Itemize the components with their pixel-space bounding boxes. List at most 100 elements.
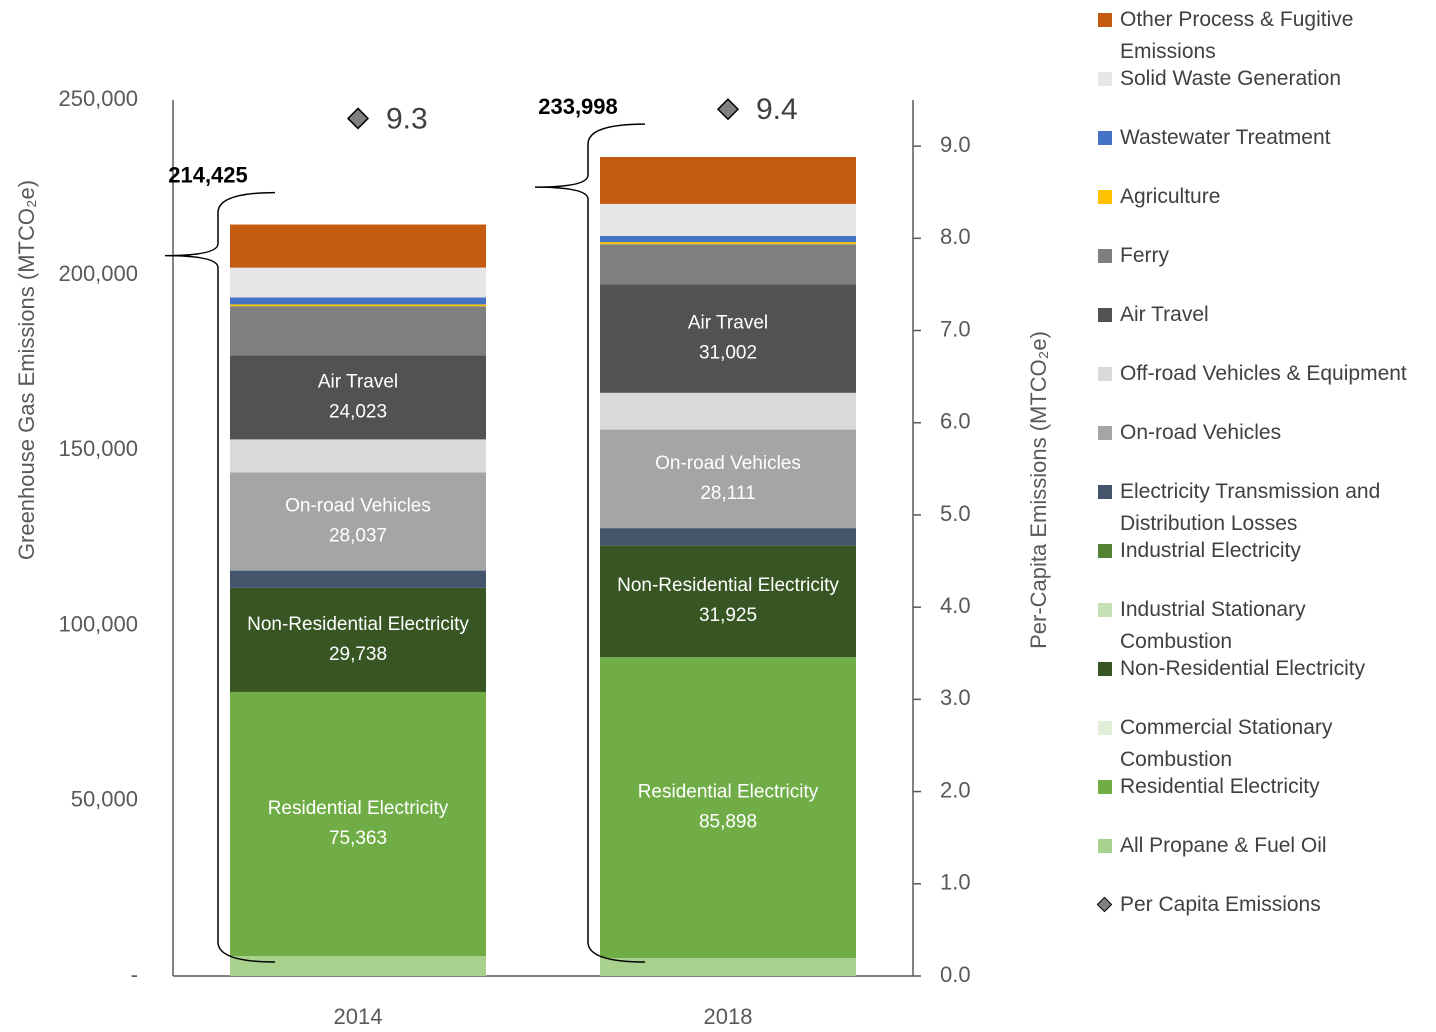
- segment-name: On-road Vehicles: [655, 453, 801, 474]
- total-brace: [164, 191, 276, 963]
- legend-item: All Propane & Fuel Oil: [1096, 830, 1426, 862]
- legend-label: Ferry: [1120, 244, 1169, 267]
- bar-segment: [230, 691, 486, 957]
- legend-swatch: [1098, 839, 1112, 853]
- y2-tick-label: 2.0: [940, 777, 971, 802]
- legend-swatch: [1096, 896, 1113, 913]
- bar-segment: [230, 587, 486, 692]
- bar-segment: [600, 156, 856, 204]
- legend-label: Air Travel: [1120, 303, 1209, 326]
- bar-segment: [600, 429, 856, 529]
- per-capita-marker: [346, 107, 370, 130]
- bar-segment: [230, 355, 486, 440]
- total-label: 214,425: [168, 162, 248, 187]
- y2-tick-label: 9.0: [940, 132, 971, 157]
- legend-swatch: [1098, 131, 1112, 145]
- segment-name: On-road Vehicles: [285, 495, 431, 516]
- y2-tick-label: 8.0: [940, 224, 971, 249]
- bar-segment: [230, 956, 486, 976]
- legend-label: Wastewater Treatment: [1120, 126, 1331, 149]
- per-capita-label: 9.3: [386, 102, 428, 135]
- legend-item: Other Process & Fugitive Emissions: [1096, 4, 1426, 68]
- per-capita-label: 9.4: [756, 93, 798, 126]
- y-tick-label: 150,000: [58, 436, 138, 461]
- segment-value: 28,037: [329, 525, 387, 546]
- legend-label: Electricity Transmission and Distributio…: [1120, 480, 1381, 535]
- segment-value: 31,925: [699, 605, 757, 626]
- segment-name: Residential Electricity: [638, 782, 819, 803]
- bar-segment: [600, 284, 856, 393]
- bar-segment: [600, 235, 856, 243]
- legend-label: On-road Vehicles: [1120, 421, 1282, 444]
- legend-label: Commercial Stationary Combustion: [1120, 716, 1333, 771]
- bar-segment: [230, 472, 486, 571]
- legend-item: Ferry: [1096, 240, 1426, 272]
- y-tick-label: 100,000: [58, 611, 138, 636]
- bar-segment: [230, 570, 486, 588]
- bar-segment: [230, 224, 486, 268]
- legend-swatch: [1098, 721, 1112, 735]
- legend-item: Non-Residential Electricity: [1096, 653, 1426, 685]
- segment-name: Non-Residential Electricity: [617, 575, 839, 596]
- segment-value: 85,898: [699, 812, 757, 833]
- segment-name: Non-Residential Electricity: [247, 614, 469, 635]
- legend-label: Per Capita Emissions: [1120, 893, 1321, 916]
- legend-swatch: [1098, 603, 1112, 617]
- legend-label: Solid Waste Generation: [1120, 67, 1342, 90]
- legend-swatch: [1098, 249, 1112, 263]
- legend-swatch: [1098, 662, 1112, 676]
- segment-value: 75,363: [329, 828, 387, 849]
- legend-swatch: [1098, 72, 1112, 86]
- y2-axis-title: Per-Capita Emissions (MTCO₂e): [1026, 331, 1051, 649]
- x-tick-label: 2014: [334, 1004, 383, 1029]
- legend-swatch: [1098, 426, 1112, 440]
- y-tick-label: 200,000: [58, 261, 138, 286]
- bar-segment: [230, 306, 486, 356]
- legend-label: Agriculture: [1120, 185, 1221, 208]
- legend-swatch: [1098, 367, 1112, 381]
- bar-segment: [230, 304, 486, 307]
- legend-label: Industrial Electricity: [1120, 539, 1301, 562]
- legend-item: Commercial Stationary Combustion: [1096, 712, 1426, 776]
- legend-swatch: [1098, 485, 1112, 499]
- bar-segment: [600, 392, 856, 430]
- y2-tick-label: 6.0: [940, 409, 971, 434]
- legend-item: Industrial Stationary Combustion: [1096, 594, 1426, 658]
- legend-item: Solid Waste Generation: [1096, 63, 1426, 95]
- segment-value: 28,111: [700, 483, 755, 504]
- legend-item: Industrial Electricity: [1096, 535, 1426, 567]
- total-label: 233,998: [538, 94, 618, 119]
- per-capita-marker: [716, 98, 740, 121]
- legend-item: On-road Vehicles: [1096, 417, 1426, 449]
- y-tick-label: 250,000: [58, 86, 138, 111]
- legend-swatch: [1098, 544, 1112, 558]
- segment-value: 24,023: [329, 401, 387, 422]
- legend-label: Non-Residential Electricity: [1120, 657, 1366, 680]
- bar-segment: [600, 958, 856, 976]
- y-tick-label: -: [131, 962, 138, 987]
- segment-value: 29,738: [329, 644, 387, 665]
- bar-segment: [600, 657, 856, 959]
- legend-item: Off-road Vehicles & Equipment: [1096, 358, 1426, 390]
- y-axis-title: Greenhouse Gas Emissions (MTCO₂e): [14, 180, 39, 560]
- legend-item: Air Travel: [1096, 299, 1426, 331]
- y2-tick-label: 0.0: [940, 962, 971, 987]
- legend-swatch: [1098, 780, 1112, 794]
- segment-name: Residential Electricity: [268, 798, 449, 819]
- legend-item: Residential Electricity: [1096, 771, 1426, 803]
- y2-tick-label: 7.0: [940, 316, 971, 341]
- bar-segment: [230, 267, 486, 298]
- bar-segment: [600, 244, 856, 285]
- bar-segment: [600, 242, 856, 245]
- y2-tick-label: 4.0: [940, 593, 971, 618]
- segment-name: Air Travel: [688, 313, 768, 334]
- legend-label: Off-road Vehicles & Equipment: [1120, 362, 1407, 385]
- legend-label: Residential Electricity: [1120, 775, 1320, 798]
- bar-segment: [230, 439, 486, 473]
- segment-name: Air Travel: [318, 371, 398, 392]
- bar-segment: [230, 297, 486, 305]
- legend-swatch: [1098, 13, 1112, 27]
- total-brace: [534, 123, 646, 963]
- bar-segment: [600, 528, 856, 546]
